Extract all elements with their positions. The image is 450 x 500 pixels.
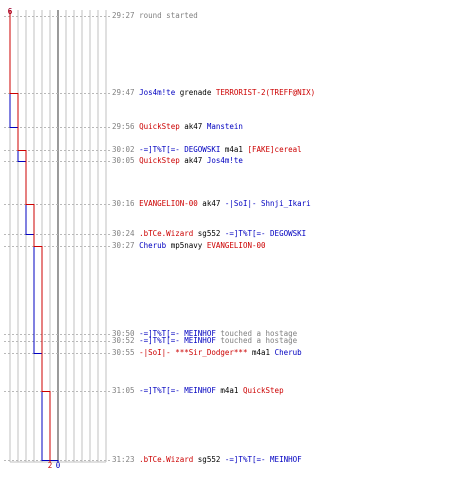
event-text-part: EVANGELION-00 (206, 241, 266, 250)
event-row: 30:52 -=]T%T[=- MEINHOF touched a hostag… (112, 337, 297, 345)
event-text-part: Manstein (206, 122, 243, 131)
event-time: 29:47 (112, 88, 135, 97)
event-text-part: .bTCe.Wizard (139, 229, 194, 238)
event-time: 30:27 (112, 241, 135, 250)
event-row: 30:27 Cherub mp5navy EVANGELION-00 (112, 242, 266, 250)
event-text-part: m4a1 (215, 386, 243, 395)
event-time: 29:56 (112, 122, 135, 131)
event-text-part: m4a1 (247, 348, 275, 357)
chart-grid (9, 10, 107, 463)
event-text-part: round started (139, 11, 198, 20)
event-text-part: QuickStep (139, 156, 180, 165)
event-time: 29:27 (112, 11, 135, 20)
event-row: 31:23 .bTCe.Wizard sg552 -=]T%T[=- MEINH… (112, 456, 302, 464)
event-time: 30:16 (112, 199, 135, 208)
event-text-part: EVANGELION-00 (139, 199, 198, 208)
event-text-part: ak47 (179, 122, 207, 131)
event-text-part: QuickStep (242, 386, 284, 395)
event-text-part: grenade (175, 88, 216, 97)
event-row: 30:24 .bTCe.Wizard sg552 -=]T%T[=- DEGOW… (112, 230, 306, 238)
event-text-part: Jos4m!te (206, 156, 243, 165)
event-row: 30:50 -=]T%T[=- MEINHOF touched a hostag… (112, 330, 297, 338)
red-end-count-label: 2 (48, 461, 53, 470)
event-time: 31:23 (112, 455, 135, 464)
event-row: 29:27 round started (112, 12, 198, 20)
event-text-part: -=]T%T[=- MEINHOF (224, 455, 302, 464)
blue-start-count-label: 6 (8, 7, 13, 16)
event-time: 30:05 (112, 156, 135, 165)
event-text-part: QuickStep (139, 122, 180, 131)
event-time: 30:50 (112, 329, 135, 338)
event-time: 30:02 (112, 145, 135, 154)
event-text-part: -=]T%T[=- MEINHOF (139, 386, 216, 395)
event-text-part: -|SoI|- ***Sir_Dodger*** (139, 348, 248, 357)
event-text-part: m4a1 (220, 145, 248, 154)
blue-end-count-label: 0 (56, 461, 61, 470)
player-count-lines (9, 10, 59, 462)
event-time: 30:52 (112, 336, 135, 345)
event-text-part: -=]T%T[=- DEGOWSKI (139, 145, 221, 154)
event-row: 30:05 QuickStep ak47 Jos4m!te (112, 157, 243, 165)
event-text-part: Cherub (139, 241, 167, 250)
event-text-part: TERRORIST-2(TREFF@NIX) (215, 88, 316, 97)
event-text-part: Cherub (274, 348, 302, 357)
event-time: 30:24 (112, 229, 135, 238)
red-team-count-line (9, 10, 51, 462)
event-text-part: ak47 (197, 199, 225, 208)
event-text-part: touched a hostage (215, 329, 298, 338)
event-text-part: [FAKE]cereal (247, 145, 302, 154)
event-row: 29:56 QuickStep ak47 Manstein (112, 123, 243, 131)
event-row: 30:02 -=]T%T[=- DEGOWSKI m4a1 [FAKE]cere… (112, 146, 302, 154)
event-text-part: .bTCe.Wizard (139, 455, 194, 464)
event-text-part: -=]T%T[=- MEINHOF (139, 329, 216, 338)
event-row: 29:47 Jos4m!te grenade TERRORIST-2(TREFF… (112, 89, 315, 97)
event-row: 30:16 EVANGELION-00 ak47 -|SoI|- Shnji_I… (112, 200, 311, 208)
event-text-part: ak47 (179, 156, 207, 165)
event-text-part: sg552 (193, 455, 225, 464)
event-text-part: mp5navy (166, 241, 207, 250)
event-text-part: sg552 (193, 229, 225, 238)
event-text-part: Jos4m!te (139, 88, 176, 97)
event-time: 31:05 (112, 386, 135, 395)
event-text-part: -=]T%T[=- MEINHOF (139, 336, 216, 345)
blue-team-count-line (9, 10, 59, 462)
event-text-part: -|SoI|- Shnji_Ikari (224, 199, 311, 208)
event-row: 30:55 -|SoI|- ***Sir_Dodger*** m4a1 Cher… (112, 349, 302, 357)
event-text-part: touched a hostage (215, 336, 298, 345)
event-time: 30:55 (112, 348, 135, 357)
red-start-count-label: 6 (8, 7, 13, 16)
event-row: 31:05 -=]T%T[=- MEINHOF m4a1 QuickStep (112, 387, 284, 395)
event-text-part: -=]T%T[=- DEGOWSKI (224, 229, 307, 238)
